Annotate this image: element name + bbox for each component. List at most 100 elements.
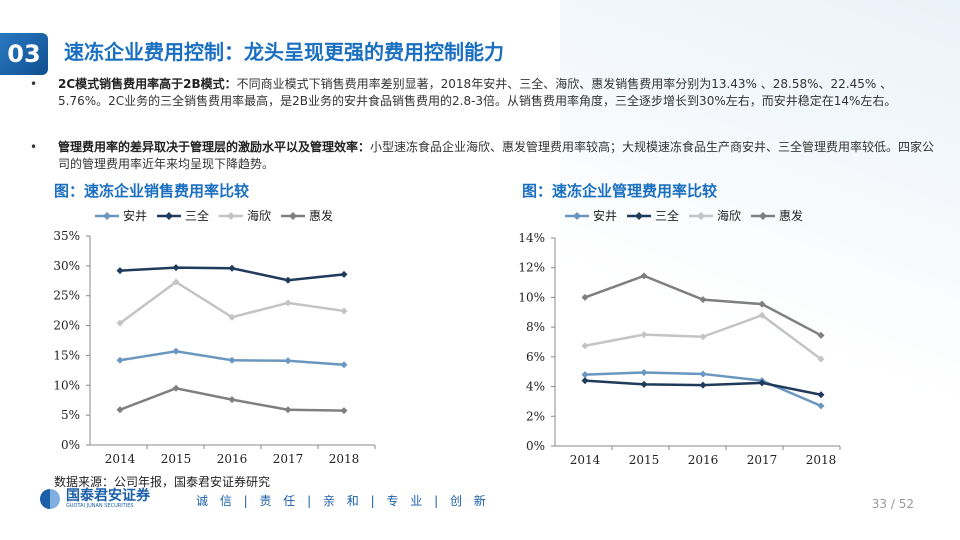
- y-tick-label: 2%: [526, 409, 545, 423]
- y-tick-label: 15%: [53, 348, 80, 362]
- legend-label: 惠发: [309, 208, 333, 223]
- data-point: [284, 406, 292, 414]
- y-tick-label: 35%: [53, 229, 80, 243]
- y-tick-label: 0%: [526, 439, 545, 453]
- x-tick-label: 2015: [161, 452, 192, 466]
- y-tick-label: 5%: [61, 408, 80, 422]
- series-line-惠发: [584, 274, 822, 337]
- motto: 诚 信 | 责 任 | 亲 和 | 专 业 | 创 新: [196, 494, 490, 508]
- bullet-1-bold: 2C模式销售费用率高于2B模式：: [58, 77, 237, 91]
- y-tick-label: 20%: [53, 319, 80, 333]
- admin-expense-chart: 0% 2% 4% 6% 8% 10% 12% 14% 2014 2015 2016 2017 2018 安…: [518, 208, 841, 467]
- data-point: [758, 379, 766, 387]
- legend-label: 安井: [123, 208, 147, 223]
- x-tick-label: 2018: [329, 452, 360, 466]
- data-point: [340, 307, 348, 315]
- logo-cn: 国泰君安证券: [66, 488, 150, 504]
- y-tick-label: 12%: [518, 261, 545, 275]
- legend-marker: [103, 212, 111, 220]
- data-point: [228, 313, 236, 321]
- x-tick-label: 2017: [273, 452, 304, 466]
- data-point: [284, 299, 292, 307]
- data-point: [172, 264, 180, 272]
- data-point: [340, 361, 348, 369]
- data-point: [817, 331, 825, 339]
- data-point: [284, 357, 292, 365]
- data-point: [172, 384, 180, 392]
- y-tick-label: 0%: [61, 438, 80, 452]
- y-tick-label: 25%: [53, 289, 80, 303]
- legend-marker: [289, 212, 297, 220]
- data-point: [699, 381, 707, 389]
- data-point: [172, 278, 180, 286]
- logo-en: GUOTAI JUNAN SECURITIES: [66, 503, 134, 509]
- logo-icon: [40, 489, 60, 509]
- data-point: [284, 276, 292, 284]
- section-number: 03: [0, 33, 48, 75]
- legend-label: 惠发: [779, 208, 803, 223]
- chart-1-title: 图：速冻企业销售费用率比较: [54, 182, 250, 200]
- company-logo: 国泰君安证券 GUOTAI JUNAN SECURITIES: [40, 489, 150, 509]
- x-tick-label: 2017: [747, 453, 778, 467]
- bullet-2: • 管理费用率的差异取决于管理层的激励水平以及管理效率：小型速冻食品企业海欣、惠…: [30, 139, 940, 173]
- data-point: [581, 371, 589, 379]
- data-point: [817, 402, 825, 410]
- y-tick-label: 4%: [526, 380, 545, 394]
- data-point: [228, 396, 236, 404]
- data-point: [640, 380, 648, 388]
- data-point: [228, 264, 236, 272]
- y-tick-label: 10%: [518, 290, 545, 304]
- x-tick-label: 2014: [570, 453, 601, 467]
- x-tick-label: 2018: [806, 453, 837, 467]
- legend-label: 安井: [593, 208, 617, 223]
- data-point: [172, 347, 180, 355]
- legend-marker: [573, 212, 581, 220]
- chart-2-title: 图：速冻企业管理费用率比较: [522, 182, 718, 200]
- legend-marker: [697, 212, 705, 220]
- bullet-marker: •: [30, 77, 38, 91]
- legend-label: 海欣: [247, 208, 271, 223]
- data-point: [581, 293, 589, 301]
- background-decoration: [560, 0, 960, 540]
- series-line-安井: [584, 371, 822, 408]
- data-source: 数据来源：公司年报，国泰君安证券研究: [54, 475, 271, 489]
- data-point: [116, 319, 124, 327]
- page-title: 速冻企业费用控制：龙头呈现更强的费用控制能力: [64, 40, 504, 64]
- data-point: [116, 267, 124, 275]
- data-point: [340, 407, 348, 415]
- data-point: [640, 272, 648, 280]
- data-point: [699, 296, 707, 304]
- bullet-marker: •: [30, 140, 38, 154]
- data-point: [758, 311, 766, 319]
- data-point: [817, 355, 825, 363]
- bullet-2-bold: 管理费用率的差异取决于管理层的激励水平以及管理效率：: [58, 140, 371, 154]
- legend-label: 三全: [185, 208, 209, 223]
- bullet-1: • 2C模式销售费用率高于2B模式：不同商业模式下销售费用率差别显著，2018年…: [30, 76, 940, 110]
- legend-label: 海欣: [717, 208, 741, 223]
- data-point: [817, 391, 825, 399]
- x-tick-label: 2016: [217, 452, 248, 466]
- data-point: [228, 356, 236, 364]
- legend-label: 三全: [655, 208, 679, 223]
- bullet-2-text: 小型速冻食品企业海欣、惠发管理费用率较高；大规模速冻食品生产商安井、三全管理费用…: [58, 140, 935, 171]
- legend-marker: [227, 212, 235, 220]
- y-tick-label: 8%: [526, 320, 545, 334]
- data-point: [758, 300, 766, 308]
- data-point: [699, 370, 707, 378]
- data-point: [581, 342, 589, 350]
- data-point: [699, 333, 707, 341]
- y-tick-label: 14%: [518, 231, 545, 245]
- data-point: [116, 356, 124, 364]
- y-tick-label: 10%: [53, 378, 80, 392]
- y-tick-label: 30%: [53, 259, 80, 273]
- bullet-1-text: 不同商业模式下销售费用率差别显著，2018年安井、三全、海欣、惠发销售费用率分别…: [58, 77, 897, 108]
- legend-marker: [635, 212, 643, 220]
- y-tick-label: 6%: [526, 350, 545, 364]
- data-point: [640, 331, 648, 339]
- x-tick-label: 2015: [629, 453, 660, 467]
- legend-marker: [759, 212, 767, 220]
- sales-expense-chart: 0% 5% 10% 15% 20% 25% 30% 35% 2014 2015 2016 2017 20…: [53, 208, 376, 466]
- legend-marker: [165, 212, 173, 220]
- data-point: [581, 377, 589, 385]
- x-tick-label: 2016: [688, 453, 719, 467]
